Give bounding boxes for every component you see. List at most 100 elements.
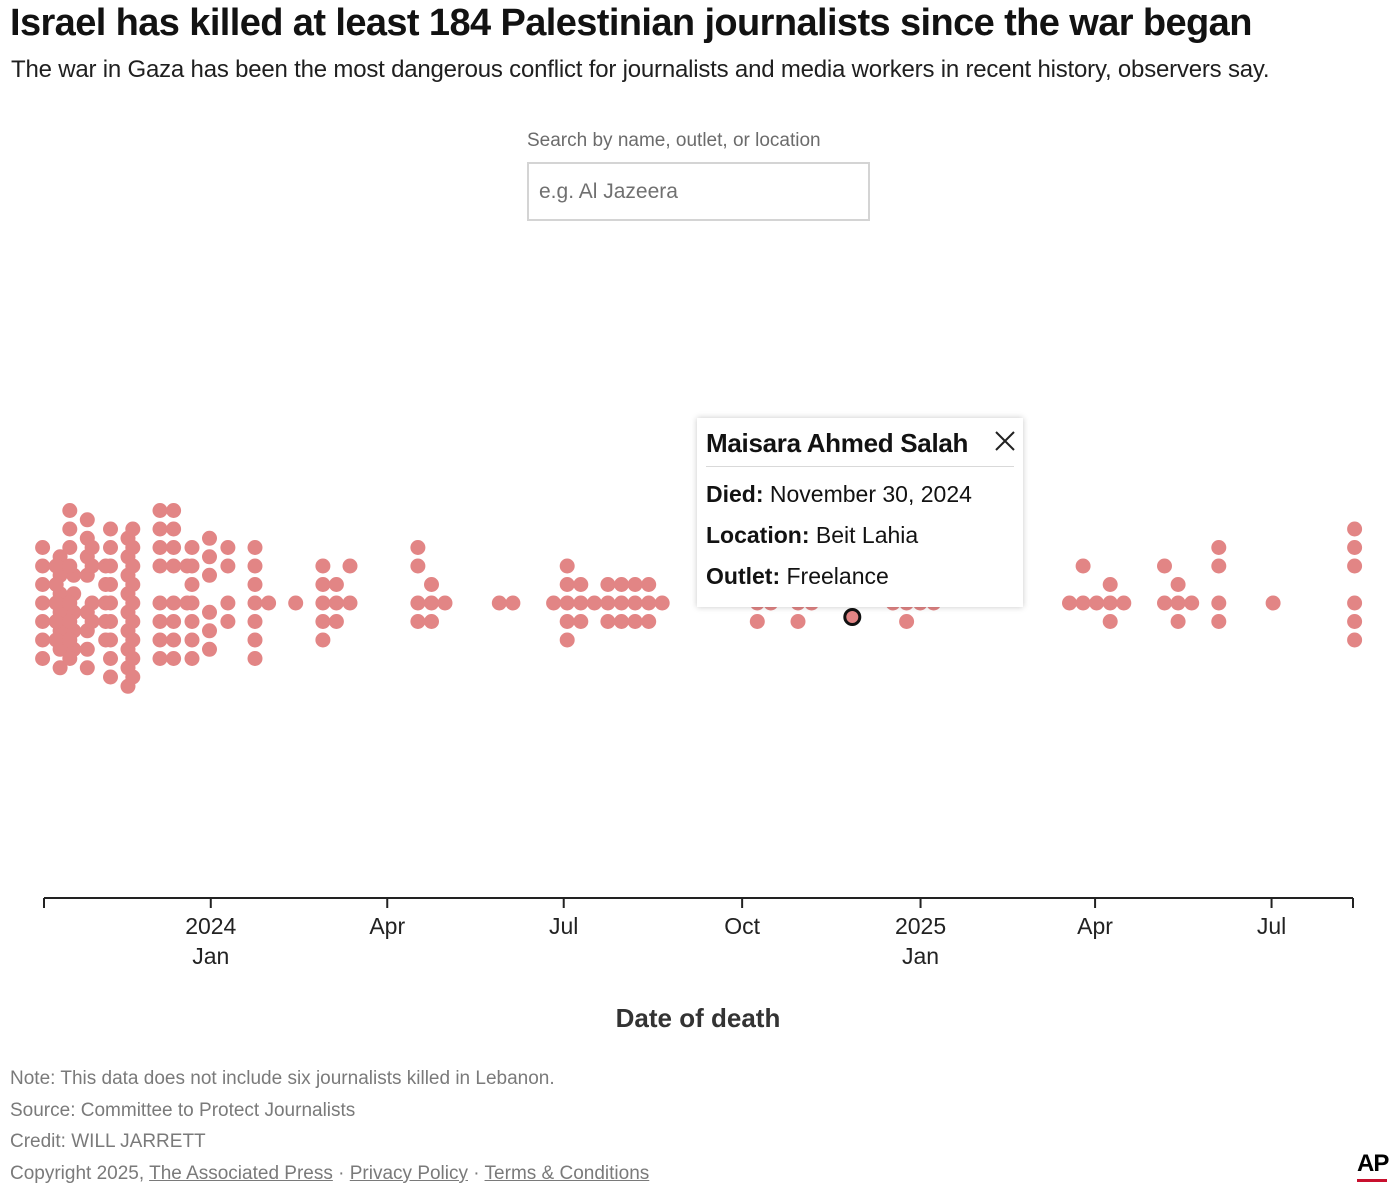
data-point[interactable] xyxy=(342,595,358,611)
search-input[interactable] xyxy=(529,164,868,219)
data-point[interactable] xyxy=(62,521,78,537)
data-point[interactable] xyxy=(35,651,51,666)
data-point[interactable] xyxy=(627,595,643,611)
data-point[interactable] xyxy=(1062,595,1077,611)
data-point[interactable] xyxy=(586,595,602,611)
data-point[interactable] xyxy=(559,632,575,648)
data-point[interactable] xyxy=(261,595,277,611)
data-point[interactable] xyxy=(315,595,331,611)
data-point[interactable] xyxy=(202,567,217,583)
data-point[interactable] xyxy=(247,595,263,611)
data-point[interactable] xyxy=(1211,595,1227,611)
data-point[interactable] xyxy=(288,595,304,611)
data-point[interactable] xyxy=(166,595,182,611)
data-point[interactable] xyxy=(315,632,331,648)
data-point[interactable] xyxy=(559,558,575,574)
data-point[interactable] xyxy=(166,614,182,629)
data-point[interactable] xyxy=(600,577,616,592)
data-point[interactable] xyxy=(84,558,100,574)
data-point[interactable] xyxy=(328,614,344,629)
data-point[interactable] xyxy=(1347,595,1363,611)
data-point[interactable] xyxy=(614,614,629,629)
data-point[interactable] xyxy=(166,521,182,537)
data-point[interactable] xyxy=(62,595,78,611)
data-point[interactable] xyxy=(1347,521,1363,537)
data-point[interactable] xyxy=(62,540,78,555)
data-point[interactable] xyxy=(35,632,51,648)
data-point[interactable] xyxy=(48,595,64,611)
data-point[interactable] xyxy=(202,530,217,546)
data-point[interactable] xyxy=(641,577,657,592)
data-point[interactable] xyxy=(1116,595,1132,611)
data-point[interactable] xyxy=(35,540,51,555)
data-point[interactable] xyxy=(184,614,200,629)
data-point[interactable] xyxy=(1102,595,1118,611)
data-point[interactable] xyxy=(1347,540,1363,555)
data-point[interactable] xyxy=(1347,632,1363,648)
data-point[interactable] xyxy=(202,549,217,565)
data-point[interactable] xyxy=(184,632,200,648)
data-point[interactable] xyxy=(410,540,426,555)
data-point[interactable] xyxy=(202,604,217,620)
data-point[interactable] xyxy=(505,595,521,611)
data-point[interactable] xyxy=(424,614,439,629)
data-point[interactable] xyxy=(315,558,331,574)
highlighted-point[interactable] xyxy=(843,608,862,626)
data-point[interactable] xyxy=(35,595,51,611)
data-point[interactable] xyxy=(125,669,141,685)
data-point[interactable] xyxy=(62,651,78,666)
data-point[interactable] xyxy=(35,577,51,592)
data-point[interactable] xyxy=(546,595,562,611)
search-box[interactable] xyxy=(527,162,870,221)
data-point[interactable] xyxy=(103,651,118,666)
data-point[interactable] xyxy=(627,577,643,592)
data-point[interactable] xyxy=(641,595,657,611)
data-point[interactable] xyxy=(315,577,331,592)
data-point[interactable] xyxy=(315,614,331,629)
data-point[interactable] xyxy=(1211,558,1227,574)
data-point[interactable] xyxy=(1170,595,1186,611)
data-point[interactable] xyxy=(573,595,589,611)
data-point[interactable] xyxy=(184,595,200,611)
data-point[interactable] xyxy=(84,614,100,629)
data-point[interactable] xyxy=(184,577,200,592)
data-point[interactable] xyxy=(641,614,657,629)
data-point[interactable] xyxy=(559,614,575,629)
data-point[interactable] xyxy=(1184,595,1200,611)
data-point[interactable] xyxy=(899,614,915,629)
data-point[interactable] xyxy=(103,540,118,555)
data-point[interactable] xyxy=(152,521,168,537)
data-point[interactable] xyxy=(166,651,182,666)
terms-link[interactable]: Terms & Conditions xyxy=(484,1163,650,1184)
data-point[interactable] xyxy=(48,632,64,648)
data-point[interactable] xyxy=(48,614,64,629)
data-point[interactable] xyxy=(328,577,344,592)
data-point[interactable] xyxy=(247,577,263,592)
data-point[interactable] xyxy=(62,614,78,629)
data-point[interactable] xyxy=(410,558,426,574)
data-point[interactable] xyxy=(103,669,118,685)
data-point[interactable] xyxy=(103,558,118,574)
data-point[interactable] xyxy=(247,614,263,629)
data-point[interactable] xyxy=(1347,558,1363,574)
data-point[interactable] xyxy=(1347,614,1363,629)
data-point[interactable] xyxy=(35,614,51,629)
data-point[interactable] xyxy=(103,595,118,611)
privacy-policy-link[interactable]: Privacy Policy xyxy=(349,1163,468,1184)
data-point[interactable] xyxy=(48,577,64,592)
data-point[interactable] xyxy=(220,614,236,629)
close-icon[interactable] xyxy=(992,428,1018,454)
data-point[interactable] xyxy=(84,595,100,611)
data-point[interactable] xyxy=(166,540,182,555)
data-point[interactable] xyxy=(152,540,168,555)
data-point[interactable] xyxy=(125,521,141,537)
data-point[interactable] xyxy=(247,540,263,555)
data-point[interactable] xyxy=(1170,614,1186,629)
data-point[interactable] xyxy=(125,651,141,666)
data-point[interactable] xyxy=(125,558,141,574)
ap-link[interactable]: The Associated Press xyxy=(149,1163,333,1184)
data-point[interactable] xyxy=(125,595,141,611)
data-point[interactable] xyxy=(202,623,217,639)
data-point[interactable] xyxy=(1102,614,1118,629)
data-point[interactable] xyxy=(1157,595,1172,611)
